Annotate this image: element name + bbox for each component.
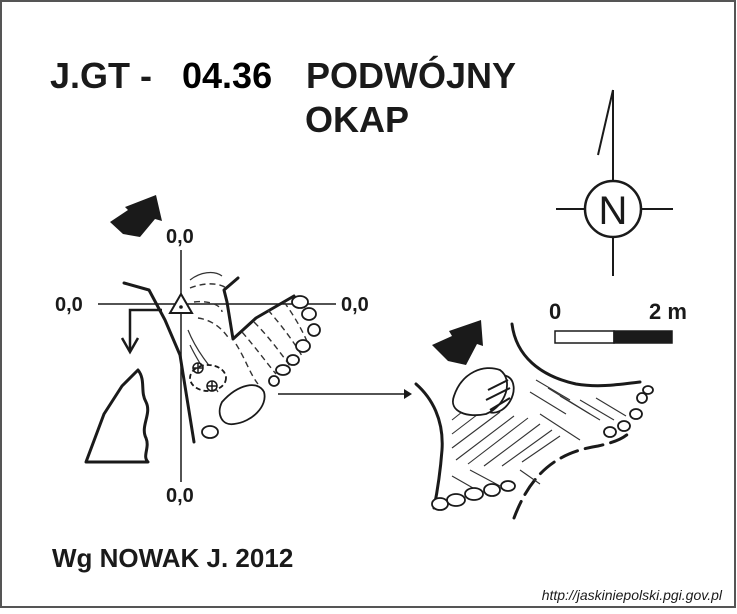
scale-start-label: 0 (549, 299, 561, 324)
longitudinal-section (414, 322, 654, 520)
author-credit: Wg NOWAK J. 2012 (52, 543, 293, 573)
section-label-left: 0,0 (55, 294, 83, 316)
profile-link-arrow (278, 389, 412, 399)
cave-name-line2: OKAP (305, 99, 409, 140)
section-label-top: 0,0 (166, 226, 194, 248)
cave-code-number: 04.36 (182, 55, 272, 96)
survey-station-triangle-icon (168, 292, 194, 314)
scale-bar: 0 2 m (549, 299, 687, 344)
scale-segment-white (554, 330, 615, 344)
cave-name-line1: PODWÓJNY (306, 54, 516, 96)
compass-circle (583, 179, 643, 239)
cross-section-profile (84, 368, 150, 464)
section-direction-arrow (120, 308, 162, 355)
north-arrow: N (556, 89, 673, 276)
entrance-arrow-icon-2 (432, 320, 483, 365)
plan-markers (192, 362, 218, 392)
source-url-link[interactable]: http://jaskiniepolski.pgi.gov.pl (542, 587, 723, 603)
plan-cave-walls (122, 276, 296, 444)
section-label-right: 0,0 (341, 294, 369, 316)
entrance-arrow-icon (110, 195, 162, 237)
cave-code-prefix: J.GT - (50, 55, 152, 96)
scale-end-label: 2 m (649, 299, 687, 324)
compass-north-letter: N (599, 189, 628, 233)
section-label-bottom: 0,0 (166, 485, 194, 507)
scale-segment-black (613, 330, 673, 344)
